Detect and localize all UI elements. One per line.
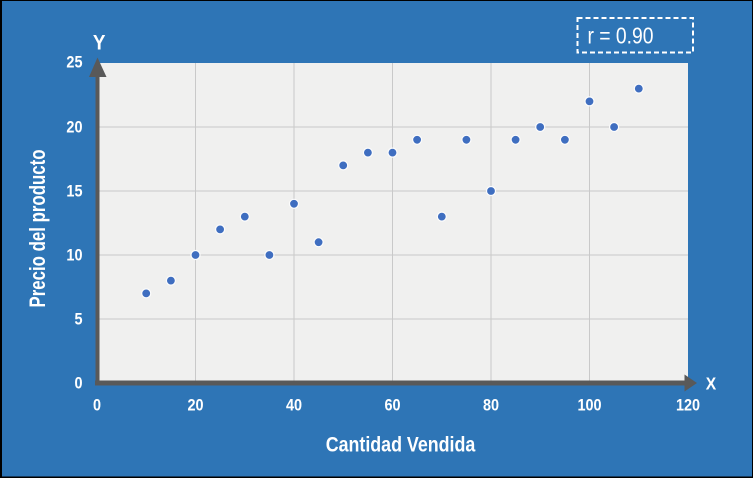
svg-text:X: X [706,373,717,393]
svg-text:10: 10 [66,246,82,264]
svg-text:20: 20 [66,119,82,137]
svg-text:120: 120 [676,396,700,414]
svg-text:80: 80 [483,396,499,414]
svg-text:60: 60 [384,396,400,414]
svg-text:r = 0.90: r = 0.90 [588,24,654,49]
svg-text:0: 0 [74,374,82,392]
svg-text:Y: Y [93,32,106,55]
svg-text:Cantidad Vendida: Cantidad Vendida [326,433,476,457]
svg-text:15: 15 [66,182,82,200]
svg-text:5: 5 [74,310,82,328]
svg-text:25: 25 [66,53,82,71]
svg-text:Precio del producto: Precio del producto [26,149,51,307]
svg-text:0: 0 [93,396,101,414]
svg-text:40: 40 [286,396,302,414]
svg-text:100: 100 [577,396,601,414]
svg-text:20: 20 [187,396,203,414]
